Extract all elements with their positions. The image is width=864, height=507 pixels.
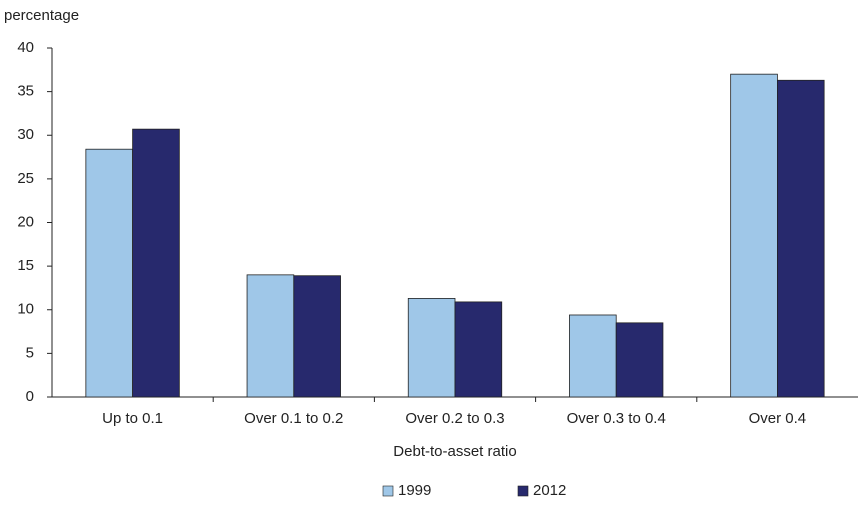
y-tick-label: 0 xyxy=(26,388,34,405)
bar xyxy=(569,314,617,398)
x-tick-label: Up to 0.1 xyxy=(102,410,163,427)
y-tick-label: 35 xyxy=(17,83,34,100)
y-tick-label: 5 xyxy=(26,344,34,361)
x-tick-label: Over 0.3 to 0.4 xyxy=(567,410,666,427)
y-tick-label: 20 xyxy=(17,213,34,230)
x-tick-label: Over 0.2 to 0.3 xyxy=(405,410,504,427)
x-tick-label: Over 0.1 to 0.2 xyxy=(244,410,343,427)
bar xyxy=(246,274,295,398)
bar xyxy=(407,298,456,398)
x-tick-label: Over 0.4 xyxy=(749,410,807,427)
y-tick-label: 10 xyxy=(17,301,34,318)
y-tick-label: 15 xyxy=(17,257,34,274)
legend-label: 2012 xyxy=(533,482,566,499)
bar xyxy=(615,322,664,398)
bar xyxy=(730,73,778,398)
legend-swatch xyxy=(517,485,529,497)
y-axis-label: percentage xyxy=(4,7,79,24)
bar xyxy=(293,275,341,398)
legend-swatch xyxy=(382,485,394,497)
y-tick-label: 30 xyxy=(17,126,34,143)
x-axis-label: Debt-to-asset ratio xyxy=(393,443,516,460)
bar xyxy=(454,301,503,398)
y-tick-label: 25 xyxy=(17,170,34,187)
y-tick-label: 40 xyxy=(17,39,34,56)
bar xyxy=(777,79,825,398)
bar xyxy=(85,148,133,398)
legend-label: 1999 xyxy=(398,482,431,499)
bar xyxy=(132,128,180,398)
